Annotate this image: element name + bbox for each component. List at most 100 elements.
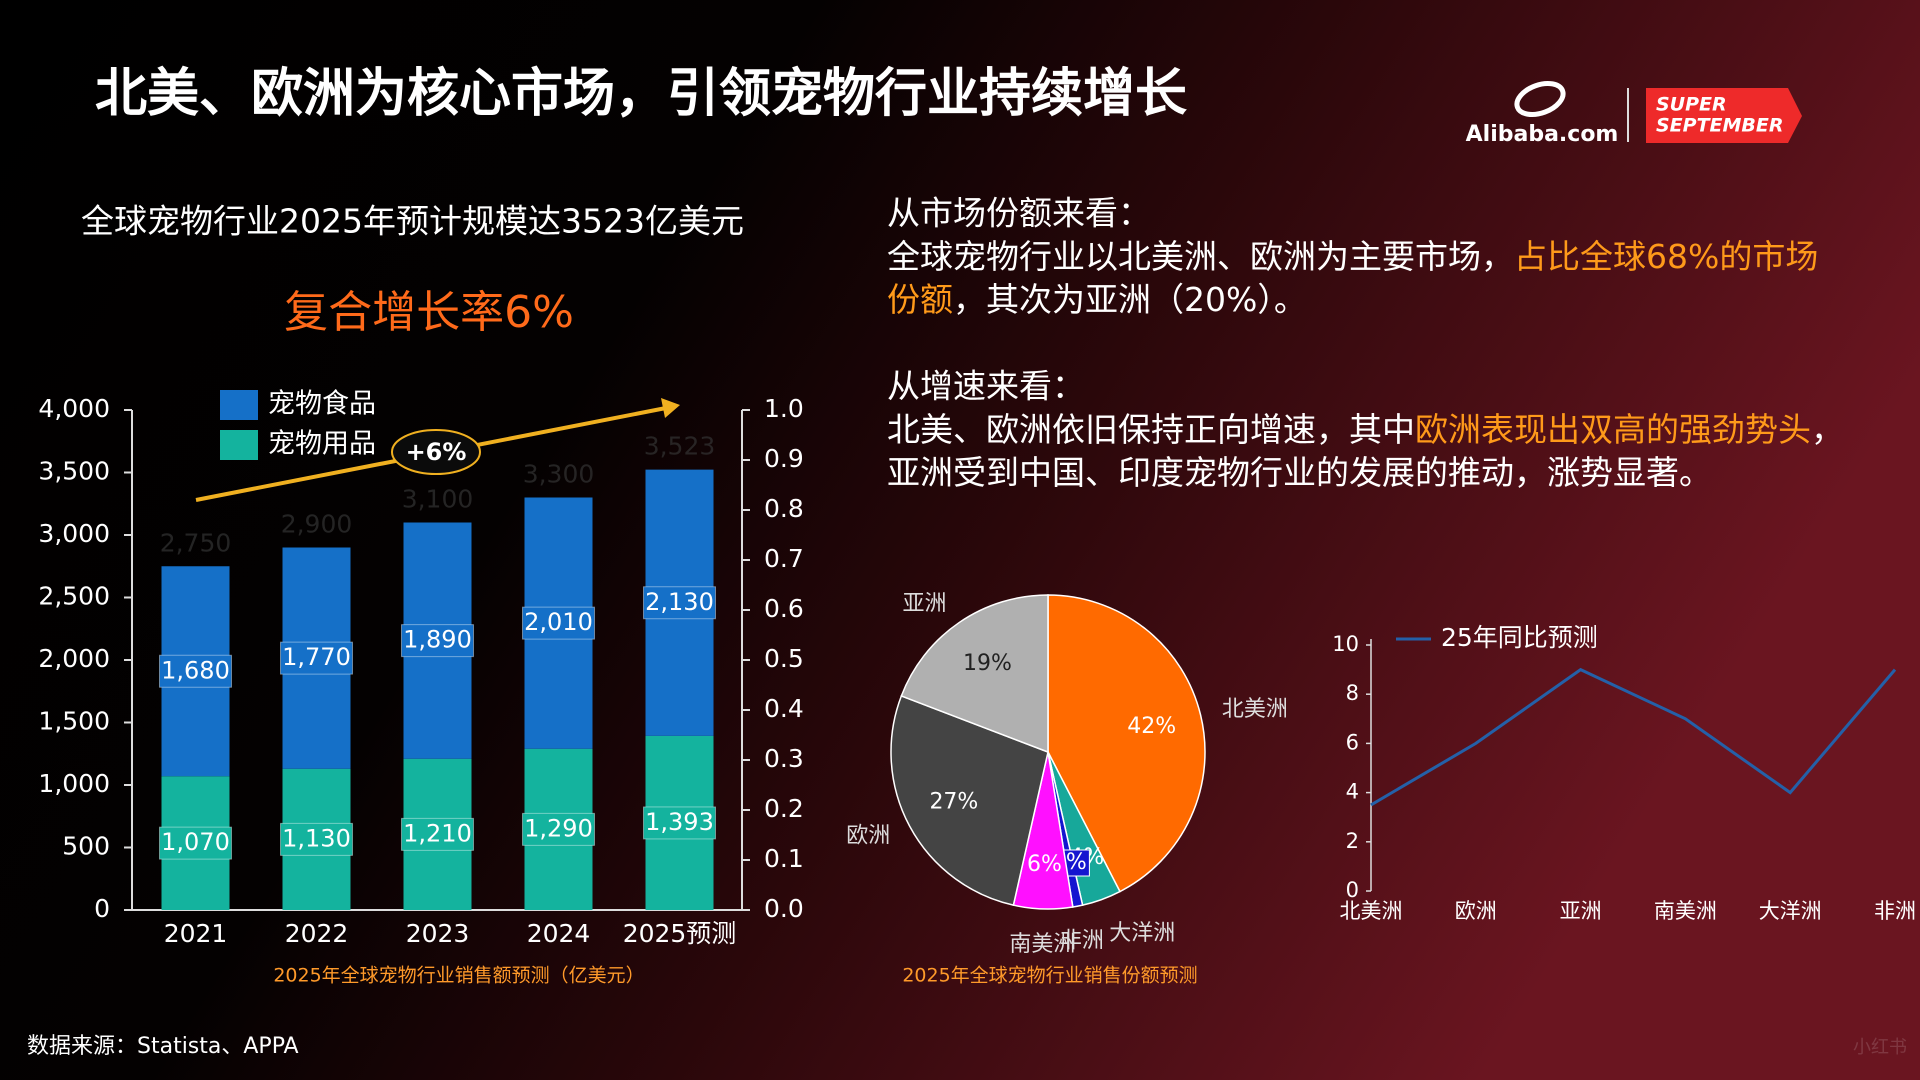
pie-slice <box>890 695 1049 907</box>
x-tick-label: 欧洲 <box>1455 899 1497 923</box>
pie-slice <box>1047 594 1206 893</box>
y-tick-label: 10 <box>1332 632 1359 656</box>
y2-tick-label: 0.2 <box>764 794 804 823</box>
total-label: 3,300 <box>523 460 595 489</box>
y-tick-label: 2 <box>1346 829 1359 853</box>
value-label-box <box>522 812 595 846</box>
x-tick-label: 2025预测 <box>623 919 737 948</box>
trend-arrowhead <box>661 398 680 418</box>
value-label-box <box>401 817 474 851</box>
value-label: 2,130 <box>645 588 714 616</box>
category-label: 欧洲 <box>846 824 890 849</box>
line-series <box>1370 667 1897 807</box>
x-tick-label: 2021 <box>164 919 228 948</box>
category-label: 大洋洲 <box>1109 921 1175 946</box>
badge <box>1646 88 1802 143</box>
value-label: 1,770 <box>282 643 351 671</box>
category-label: 南美洲 <box>1009 932 1075 957</box>
y2-tick-label: 0.1 <box>764 844 804 873</box>
y-tick-label: 3,000 <box>38 519 110 548</box>
body-text: 全球宠物行业以北美洲、欧洲为主要市场， <box>887 237 1514 276</box>
y-tick-label: 8 <box>1346 681 1359 705</box>
body-text: ，其次为亚洲（20%）。 <box>953 280 1307 319</box>
y-tick-label: 4,000 <box>38 394 110 423</box>
legend-label: 宠物食品 <box>268 389 376 420</box>
y-tick-label: 6 <box>1346 730 1359 754</box>
body-text: ， <box>1811 410 1844 449</box>
y2-tick-label: 0.5 <box>764 644 804 673</box>
pie-slice <box>900 594 1049 754</box>
total-label: 2,900 <box>281 510 353 539</box>
category-label: 亚洲 <box>902 592 946 617</box>
body-text: 北美、欧洲依旧保持正向增速，其中 <box>887 410 1415 449</box>
value-label: 1,393 <box>645 808 714 836</box>
y-tick-label: 0 <box>1346 878 1359 902</box>
category-label: 非洲 <box>1060 929 1104 954</box>
y-tick-label: 0 <box>94 894 110 923</box>
y-tick-label: 2,000 <box>38 644 110 673</box>
y-tick-label: 4 <box>1346 780 1359 804</box>
category-label: 北美洲 <box>1222 697 1288 722</box>
legend-label: 25年同比预测 <box>1441 623 1598 652</box>
value-label-box <box>643 806 716 840</box>
annotation: +6% <box>406 438 467 466</box>
y2-tick-label: 0.4 <box>764 694 804 723</box>
logo-text: Alibaba.com <box>1466 122 1619 147</box>
highlight-text: 份额 <box>887 280 953 319</box>
total-label: 2,750 <box>160 528 232 557</box>
value-label: 1,210 <box>403 819 472 847</box>
badge-text: SEPTEMBER <box>1656 115 1784 137</box>
annotation-bubble <box>391 429 481 475</box>
slide-title: 北美、欧洲为核心市场，引领宠物行业持续增长 <box>95 64 1187 124</box>
y-tick-label: 2,500 <box>38 582 110 611</box>
y2-tick-label: 1.0 <box>764 394 804 423</box>
text-line: 北美、欧洲依旧保持正向增速，其中欧洲表现出双高的强劲势头， <box>887 410 1844 449</box>
y2-tick-label: 0.3 <box>764 744 804 773</box>
y2-tick-label: 0.7 <box>764 544 804 573</box>
y2-tick-label: 0.9 <box>764 444 804 473</box>
value-label-box <box>643 586 716 620</box>
value-label: 42% <box>1127 714 1176 739</box>
badge-text: SUPER <box>1656 94 1727 116</box>
value-label: 1,070 <box>161 828 230 856</box>
value-label: 1,890 <box>403 626 472 654</box>
text-line: 份额，其次为亚洲（20%）。 <box>887 280 1307 319</box>
x-tick-label: 非洲 <box>1874 899 1916 923</box>
value-label-box <box>280 641 353 675</box>
total-label: 3,523 <box>644 432 716 461</box>
x-tick-label: 南美洲 <box>1654 899 1717 923</box>
total-label: 3,100 <box>402 485 474 514</box>
text-line: 全球宠物行业以北美洲、欧洲为主要市场，占比全球68%的市场 <box>887 237 1818 276</box>
y2-tick-label: 0.0 <box>764 894 804 923</box>
bar-chart-caption: 2025年全球宠物行业销售额预测（亿美元） <box>273 965 644 987</box>
highlight-text: 占比全球68%的市场 <box>1514 237 1818 276</box>
watermark: 小红书 <box>1853 1037 1907 1058</box>
value-label: 1,290 <box>524 814 593 842</box>
value-label-box <box>522 606 595 640</box>
y2-tick-label: 0.6 <box>764 594 804 623</box>
value-label: 1,130 <box>282 824 351 852</box>
body-text: 亚洲受到中国、印度宠物行业的发展的推动，涨势显著。 <box>887 453 1712 492</box>
value-label: 19% <box>963 651 1012 676</box>
value-label: 1,680 <box>161 656 230 684</box>
value-label-box <box>159 826 232 860</box>
y-tick-label: 1,000 <box>38 769 110 798</box>
x-tick-label: 2023 <box>406 919 470 948</box>
x-tick-label: 北美洲 <box>1340 899 1403 923</box>
bar-chart-title: 全球宠物行业2025年预计规模达3523亿美元 <box>81 202 744 241</box>
legend-label: 宠物用品 <box>268 429 376 460</box>
highlight-text: 欧洲表现出双高的强劲势头 <box>1415 410 1811 449</box>
bar-chart-subtitle: 复合增长率6% <box>284 287 574 338</box>
text-heading: 从市场份额来看： <box>887 194 1151 233</box>
y-tick-label: 1,500 <box>38 707 110 736</box>
logo-mark <box>1514 80 1566 118</box>
text-line: 亚洲受到中国、印度宠物行业的发展的推动，涨势显著。 <box>887 453 1712 492</box>
value-label: 2,010 <box>524 608 593 636</box>
legend-swatch <box>220 390 258 420</box>
x-tick-label: 2022 <box>285 919 349 948</box>
value-label: 27% <box>929 789 978 814</box>
value-label-box <box>280 822 353 856</box>
y2-tick-label: 0.8 <box>764 494 804 523</box>
